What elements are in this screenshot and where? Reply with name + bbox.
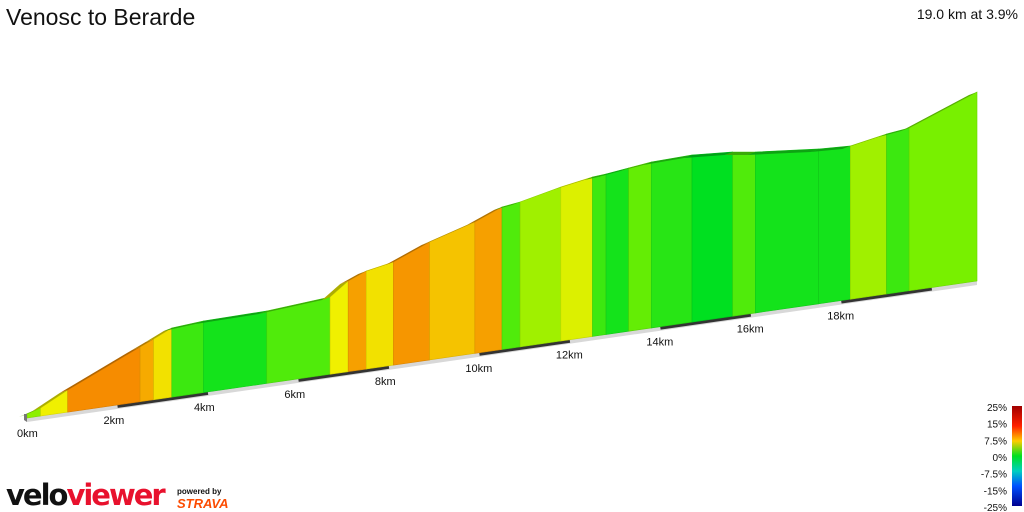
segment-top-edge [59,347,141,393]
gradient-segment [755,148,819,314]
baseline-band [479,338,571,356]
x-tick-label: 2km [103,415,124,427]
baseline-band [117,390,209,408]
logo-viewer: viewer [66,478,165,512]
segment-top-edge [620,162,652,171]
gradient-segment [818,145,851,305]
route-summary: 19.0 km at 3.9% [916,6,1018,22]
segment-top-edge [842,134,887,149]
segment-top-edge [684,152,733,158]
segment-top-edge [494,202,521,210]
gradient-segment [501,201,521,350]
legend-label: -25% [984,503,1007,512]
x-tick-label: 18km [827,311,854,323]
baseline-band [660,312,752,330]
gradient-segment [560,176,593,342]
strava-logo: STRAVA [177,496,229,511]
x-tick-label: 6km [284,389,305,401]
chart-title: Venosc to Berarde [6,4,196,30]
segment-top-edge [810,146,851,152]
segment-top-edge [421,222,475,245]
profile-end-cap [24,414,27,422]
x-tick-label: 14km [646,337,673,349]
x-tick-label: 4km [194,402,215,414]
veloviewer-logo: veloviewer [6,478,166,512]
x-tick-label: 10km [465,363,492,375]
segment-top-edge [643,155,692,165]
gradient-segment [850,133,887,300]
segment-top-edge [512,187,561,205]
gradient-segment [153,327,173,401]
legend-label: 0% [993,453,1008,464]
segment-top-edge [466,207,502,225]
gradient-legend-bar [1012,406,1022,506]
segment-top-edge [552,177,593,190]
segment-top-edge [724,152,756,155]
baseline-band [841,286,933,304]
segment-top-edge [747,149,819,155]
segment-top-edge [322,281,349,300]
legend-label: -7.5% [981,470,1007,481]
segment-top-edge [385,242,430,265]
segment-top-edge [598,168,629,177]
segment-top-edge [878,128,910,137]
gradient-segment [519,186,562,348]
segment-top-edge [32,390,68,411]
distance-axis: 0km 2km 4km 6km 8km 10km 12km 14km 16km 18km [17,311,854,440]
gradient-segment [592,173,607,337]
segment-top-edge [132,339,154,350]
gradient-segment [329,280,349,375]
legend-label: -15% [984,486,1007,497]
gradient-segment [628,161,652,332]
segment-top-edge [358,262,394,274]
gradient-segments [26,91,978,419]
segment-top-edge [584,174,607,180]
gradient-segment [139,338,154,403]
gradient-segment [347,270,367,373]
gradient-segment [203,310,268,393]
logo-velo: velo [6,478,68,512]
legend-label: 25% [987,403,1007,414]
distance-baseline [27,281,977,422]
segment-top-edge [901,92,977,131]
gradient-segment [67,346,141,413]
x-tick-label: 12km [556,350,583,362]
gradient-segment [171,320,204,398]
gradient-segment [393,241,430,366]
x-tick-label: 0km [17,428,38,440]
baseline-band [298,364,390,382]
segment-top-edge [195,311,267,324]
gradient-segment [605,167,629,335]
segment-top-edge [145,328,172,342]
gradient-segment [429,221,476,361]
legend-label: 15% [987,420,1007,431]
gradient-segment [691,151,734,323]
powered-by-text: powered by [177,487,222,496]
gradient-segment [886,127,910,295]
gradient-segment [474,206,503,354]
legend-label: 7.5% [984,436,1007,447]
x-tick-label: 8km [375,376,396,388]
segment-top-edge [340,271,367,284]
segment-top-edge [258,297,331,314]
gradient-segment [650,154,693,329]
x-tick-label: 16km [737,324,764,336]
segment-top-edge [163,321,204,331]
profile-top-edge [19,92,977,422]
gradient-segment [732,151,756,317]
gradient-legend: 25% 15% 7.5% 0% -7.5% -15% -25% [981,403,1022,512]
gradient-segment [365,261,394,370]
